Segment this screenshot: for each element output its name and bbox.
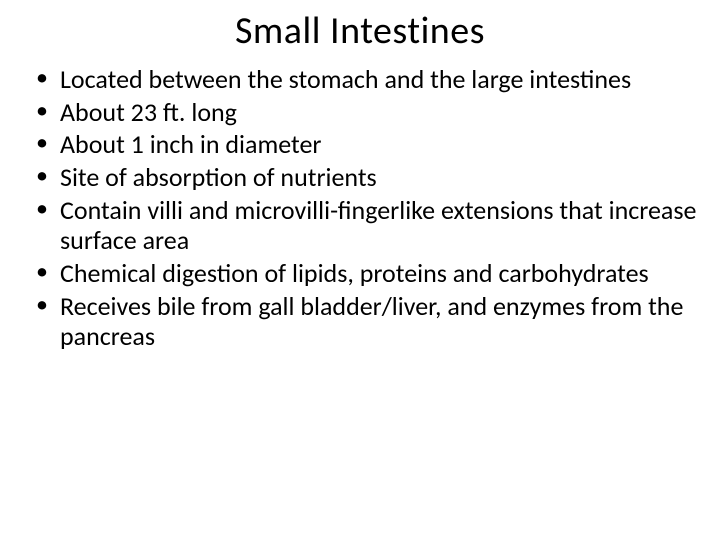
slide-title: Small Intestines (20, 8, 700, 54)
list-item: Site of absorption of nutrients (32, 162, 700, 193)
list-item: About 23 ft. long (32, 97, 700, 128)
list-item: Located between the stomach and the larg… (32, 64, 700, 95)
bullet-list: Located between the stomach and the larg… (20, 64, 700, 352)
list-item: About 1 inch in diameter (32, 129, 700, 160)
slide: Small Intestines Located between the sto… (0, 0, 720, 540)
list-item: Chemical digestion of lipids, proteins a… (32, 258, 700, 289)
list-item: Receives bile from gall bladder/liver, a… (32, 291, 700, 352)
list-item: Contain villi and microvilli-fingerlike … (32, 195, 700, 256)
